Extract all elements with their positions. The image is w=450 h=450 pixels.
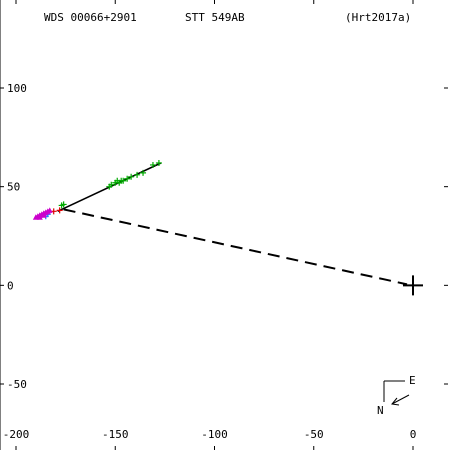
x-tick-label: -100 [201,428,228,441]
x-tick-label: 0 [410,428,417,441]
data-point-triangle [36,214,43,220]
x-tick-label: -150 [102,428,129,441]
data-point-plus [134,171,141,178]
data-point-plus [124,175,131,182]
x-tick-label: -200 [3,428,30,441]
compass-arrow-head [391,397,400,406]
primary-star-cross [403,275,423,296]
dashed-connector-line [63,208,408,286]
compass: E N [377,374,416,417]
data-point-plus [140,169,147,176]
y-tick-label: 50 [7,181,20,194]
compass-arrow-shaft [391,394,410,405]
data-point-plus [112,179,119,186]
header-system-name: STT 549AB [185,11,245,24]
y-tick-label: 0 [7,279,14,292]
compass-north-label: N [377,404,384,417]
data-points [32,159,162,220]
data-point-plus [106,183,113,190]
data-point-triangle [40,212,47,218]
x-tick-label: -50 [304,428,324,441]
primary-star [403,275,423,296]
compass-east-label: E [409,374,416,387]
header-wds-id: WDS 00066+2901 [44,11,137,24]
y-tick-label: 100 [7,82,27,95]
data-point-triangle [32,214,39,220]
data-point-plus [58,202,65,209]
data-point-plus [56,207,63,214]
data-point-plus [149,161,156,168]
data-point-plus [128,173,135,180]
data-point-plus [155,159,162,166]
header-reference: (Hrt2017a) [345,11,411,24]
y-tick-label: -50 [7,378,27,391]
